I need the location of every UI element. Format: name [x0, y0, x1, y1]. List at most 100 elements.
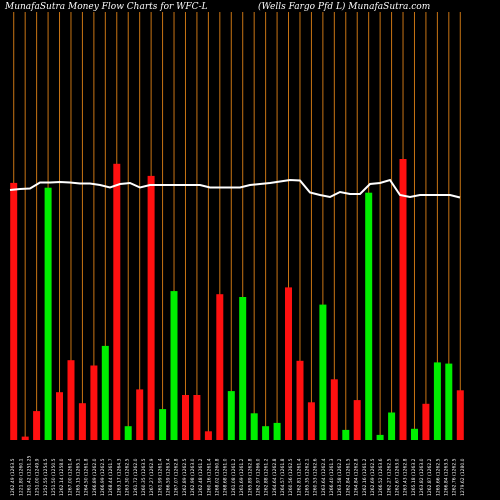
x-tick-label: 1267.27 (1262.9 — [149, 458, 155, 496]
bar-up — [319, 304, 327, 440]
x-tick-label: 1260.35 (1263.5 — [141, 458, 147, 496]
x-tick-label: 1262.89 (1262.5 — [182, 458, 188, 496]
bar-down — [182, 395, 189, 440]
bar-up — [159, 409, 167, 440]
x-tick-label: 1266.84 (1263.5 — [444, 458, 450, 496]
x-tick-label: 1262.88 (1261.2 — [264, 458, 270, 496]
chart-title: MunafaSutra Money Flow Charts for WFC-L — [5, 2, 208, 12]
bar-down — [147, 175, 155, 440]
x-tick-label: 1261.69 (1261.2 — [239, 458, 245, 496]
bar-up — [124, 426, 132, 440]
bar-down — [216, 294, 224, 440]
x-tick-label: 1265.66 (1262.5 — [435, 458, 441, 496]
bar-up — [239, 297, 247, 440]
x-tick-label: 1263.82 (1263.0 — [419, 458, 425, 496]
x-tick-label: 1262.27 (1262.5 — [386, 458, 392, 496]
x-tick-label: 1262.81 (1261.4 — [296, 458, 302, 496]
x-tick-label: 1263.64 (1262.4 — [321, 458, 327, 496]
bar-up — [262, 426, 270, 440]
x-tick-label: 1263.30 (1262.5 — [125, 458, 131, 496]
bar-down — [296, 360, 304, 440]
x-tick-label: 1252.55 (1254.5 — [43, 458, 49, 496]
x-tick-label: 1264.64 (1262.8 — [272, 458, 278, 496]
x-tick-label: 1268.44 (1261.7 — [108, 458, 114, 496]
x-tick-label: 1262.97 (1266.0 — [255, 458, 261, 496]
x-tick-label: 1266.89 (1262.0 — [92, 458, 98, 496]
x-tick-label: 1262.49 (1263.5 — [10, 458, 16, 496]
bar-up — [376, 434, 384, 440]
bar-up — [170, 291, 178, 440]
x-tick-label: 1260.56 (1262.5 — [288, 458, 294, 496]
x-tick-label: 1263.43 (1262.8 — [403, 458, 409, 496]
x-tick-label: 1261.99 (1261.4 — [157, 458, 163, 496]
bar-down — [33, 411, 41, 440]
x-tick-label: 1265.89 (1262.8 — [247, 458, 253, 496]
bar-up — [227, 391, 235, 440]
x-tick-label: 1268.02 (1260.8 — [215, 458, 221, 496]
x-tick-label: 1266.52 (1263.6 — [378, 458, 384, 496]
bar-down — [330, 379, 338, 440]
x-tick-label: 1267.00 (1261.4 — [67, 458, 73, 496]
bar-down — [193, 395, 201, 440]
bar-up — [388, 412, 396, 440]
grid-lines — [13, 12, 461, 440]
x-tick-label: 1260.16 (1261.4 — [206, 458, 212, 496]
bar-down — [204, 431, 212, 440]
x-tick-label: 1263.58 (1262.2 — [337, 458, 343, 496]
x-tick-label: 1221.80 (1260.1 — [18, 458, 24, 496]
x-tick-label: 1262.16 (1261.2 — [362, 458, 368, 496]
x-tick-label: 1266.99 (1262.5 — [100, 458, 106, 496]
bar-up — [411, 428, 418, 440]
x-tick-label: 1262.84 (1261.5 — [345, 458, 351, 496]
x-tick-label: 1264.50 (1261.8 — [84, 458, 90, 496]
x-tick-label: 1261.08 (1261.2 — [231, 458, 237, 496]
x-tick-labels: 1262.49 (1263.5 1221.80 (1260.1 1261.42 (1… — [10, 455, 466, 496]
price-line — [9, 178, 461, 199]
x-tick-label: 1262.69 (1262.5 — [370, 458, 376, 496]
x-tick-label: 1262.48 (1261.2 — [198, 458, 204, 496]
bar-down — [56, 392, 63, 440]
bar-down — [78, 403, 86, 440]
x-tick-label: 1264.84 (1262.8 — [354, 458, 360, 496]
x-tick-label: 1260.53 (1262.6 — [313, 458, 319, 496]
money-flow-bars — [10, 159, 464, 441]
bar-down — [113, 163, 121, 441]
bar-up — [44, 187, 52, 440]
x-tick-label: 1265.18 (1263.2 — [411, 458, 417, 496]
x-tick-label: 1266.40 (1261.3 — [329, 458, 335, 496]
bar-down — [422, 403, 430, 440]
x-tick-label: 1267.07 (1262.8 — [174, 458, 180, 496]
bar-down — [456, 390, 464, 440]
bar-up — [273, 422, 281, 440]
x-tick-label: 1264.57 (1261.8 — [280, 458, 286, 496]
x-tick-label: 1265.35 (1262.1 — [305, 458, 311, 496]
bar-up — [342, 429, 350, 440]
bar-down — [21, 436, 29, 440]
bar-down — [307, 402, 315, 440]
x-tick-label: 1251.00 (1249.9 — [35, 458, 41, 496]
x-tick-label: 1262.98 (1263.0 — [190, 458, 196, 496]
x-tick-label: 1279.62 (1280.0 — [460, 458, 466, 496]
x-tick-label: 1261.42 (1251.25 — [26, 455, 32, 496]
bar-down — [67, 360, 75, 440]
bar-up — [445, 363, 453, 440]
bar-up — [101, 345, 109, 440]
bar-down — [399, 159, 407, 440]
x-tick-label: 1251.50 (1250.5 — [51, 458, 57, 496]
x-tick-label: 1268.68 (1261.0 — [223, 458, 229, 496]
bar-down — [136, 389, 144, 440]
bar-down — [353, 400, 361, 440]
bar-down — [90, 365, 98, 440]
x-tick-label: 1262.87 (1262.2 — [427, 458, 433, 496]
x-tick-label: 1263.17 (1264.3 — [116, 458, 122, 496]
x-tick-label: 1262.14 (1258.0 — [59, 458, 65, 496]
x-tick-label: 1265.15 (1265.1 — [76, 458, 82, 496]
x-tick-label: 1261.72 (1262.0 — [133, 458, 139, 496]
x-tick-label: 1262.76 (1262.5 — [452, 458, 458, 496]
bar-up — [250, 413, 258, 440]
bar-up — [365, 192, 373, 440]
bar-up — [433, 362, 441, 440]
chart-subtitle: (Wells Fargo Pfd L) MunafaSutra.com — [258, 2, 431, 12]
x-tick-label: 1266.59 (1263.4 — [166, 458, 172, 496]
